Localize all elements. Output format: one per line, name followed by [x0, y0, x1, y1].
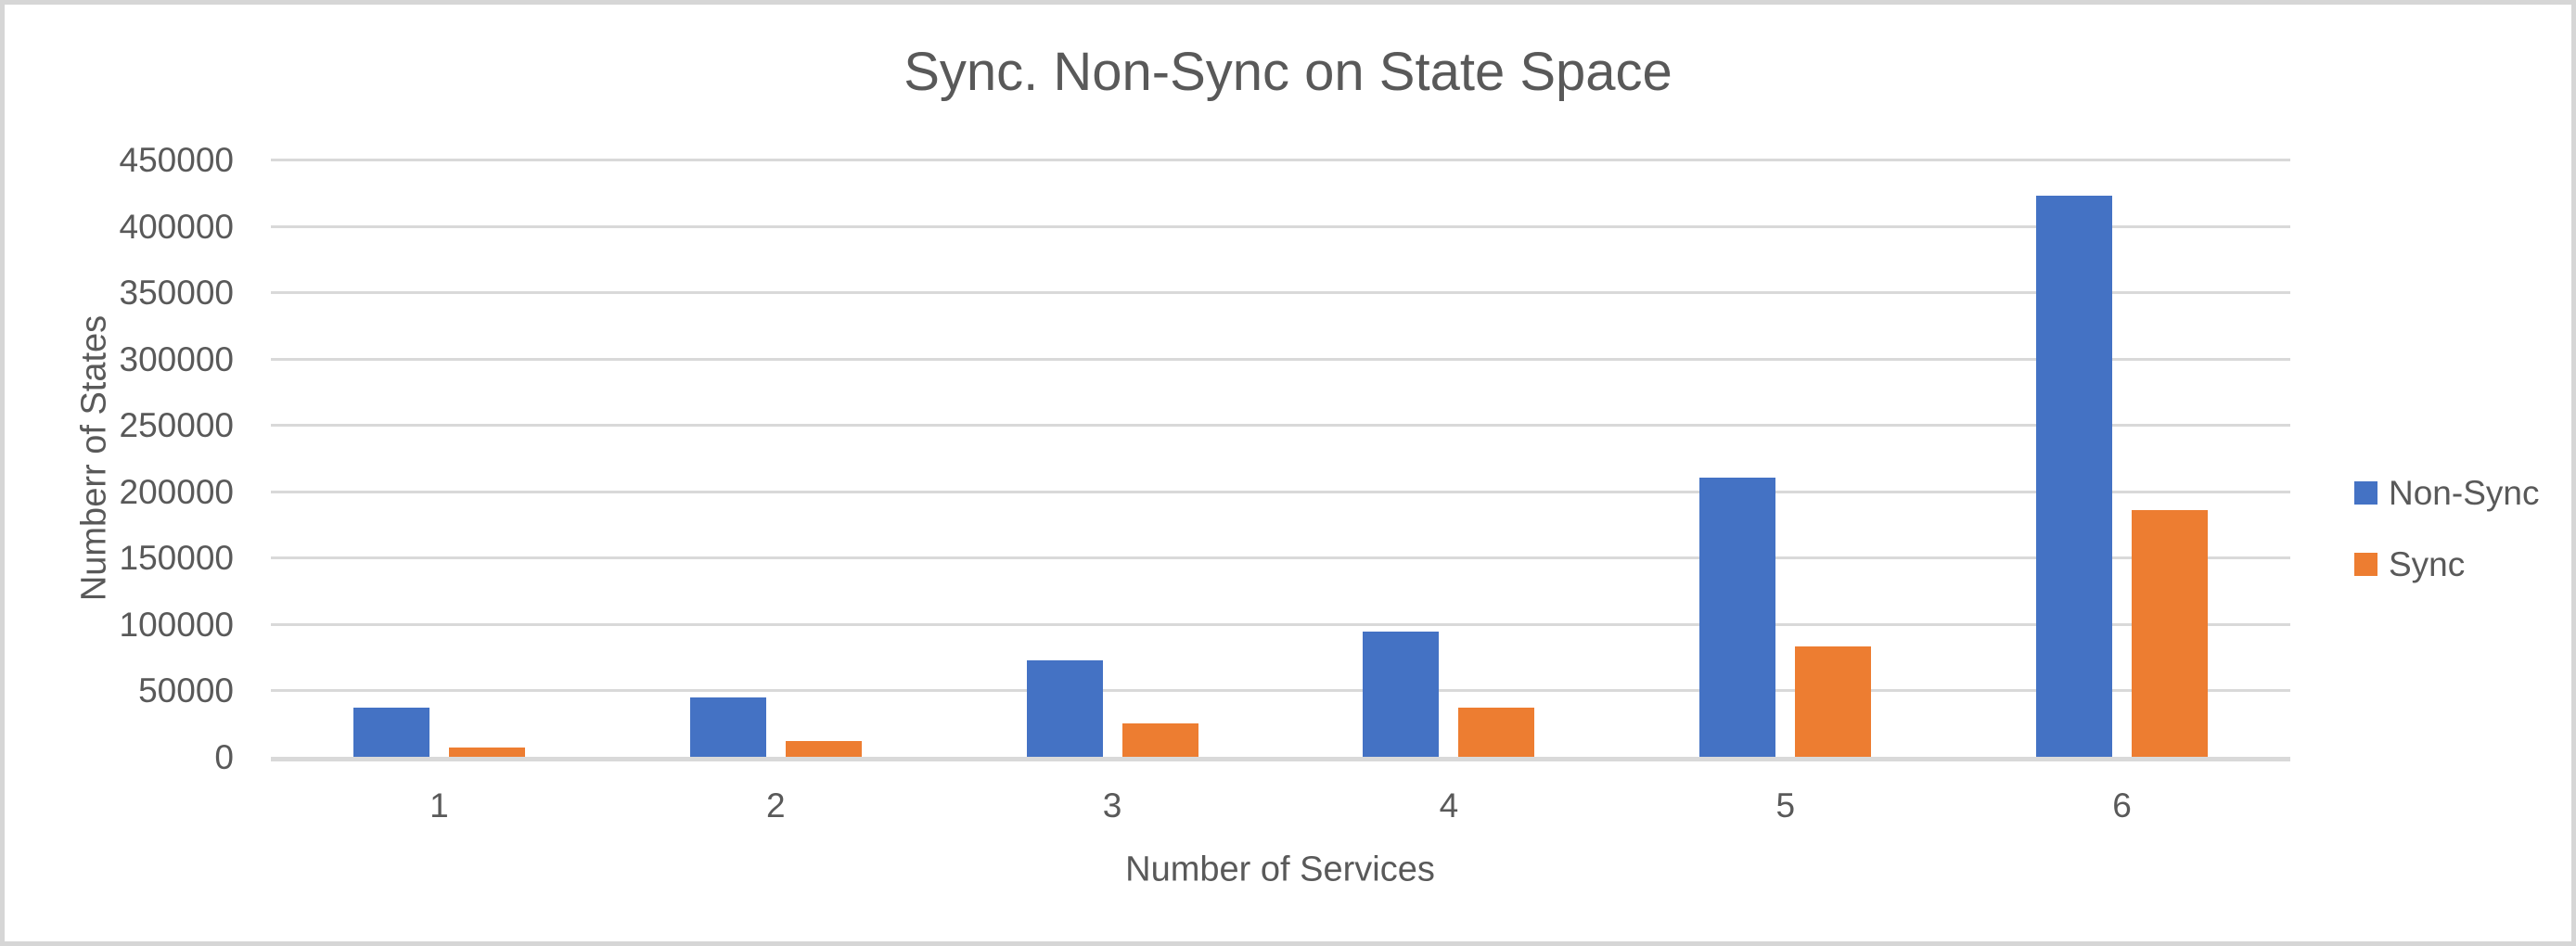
- bar-non-sync-category-5: [1699, 478, 1776, 757]
- x-tick-label: 3: [1102, 786, 1122, 825]
- y-tick-label: 0: [214, 738, 234, 776]
- y-tick-label: 150000: [119, 539, 234, 578]
- legend-entry-sync: Sync: [2354, 547, 2465, 582]
- bar-sync-category-4: [1458, 708, 1535, 757]
- bar-sync-category-5: [1795, 646, 1872, 757]
- gridline: [271, 689, 2290, 693]
- bar-non-sync-category-3: [1026, 659, 1103, 757]
- gridline: [271, 357, 2290, 361]
- bar-non-sync-category-2: [689, 697, 766, 757]
- bar-sync-category-1: [448, 747, 525, 757]
- legend-swatch-non-sync: [2354, 481, 2377, 505]
- x-tick-label: 5: [1775, 786, 1796, 825]
- chart-title: Sync. Non-Sync on State Space: [904, 42, 1672, 102]
- bar-non-sync-category-4: [1363, 632, 1440, 757]
- gridline: [271, 622, 2290, 626]
- bar-sync-category-6: [2132, 509, 2209, 757]
- y-tick-label: 50000: [138, 671, 234, 710]
- legend-label-non-sync: Non-Sync: [2389, 474, 2540, 512]
- x-tick-label: 6: [2112, 786, 2132, 825]
- y-tick-label: 300000: [119, 339, 234, 378]
- bar-sync-category-3: [1121, 723, 1198, 757]
- y-tick-label: 100000: [119, 605, 234, 644]
- bar-sync-category-2: [785, 740, 862, 757]
- gridline: [271, 556, 2290, 560]
- y-tick-label: 200000: [119, 472, 234, 511]
- gridline: [271, 224, 2290, 228]
- legend-label-sync: Sync: [2389, 545, 2466, 583]
- gridline: [271, 424, 2290, 428]
- x-axis-line: [271, 757, 2290, 761]
- x-tick-label: 2: [765, 786, 786, 825]
- x-axis-title: Number of Services: [1125, 850, 1435, 889]
- legend-swatch-sync: [2354, 553, 2377, 576]
- bar-non-sync-category-6: [2036, 195, 2113, 757]
- plot-area: [271, 159, 2290, 761]
- y-tick-label: 350000: [119, 274, 234, 313]
- gridline: [271, 490, 2290, 493]
- x-tick-label: 4: [1439, 786, 1459, 825]
- y-tick-label: 450000: [119, 141, 234, 179]
- y-tick-label: 400000: [119, 207, 234, 246]
- x-tick-label: 1: [429, 786, 449, 825]
- y-tick-label: 250000: [119, 406, 234, 445]
- gridline: [271, 159, 2290, 161]
- bar-non-sync-category-1: [352, 708, 429, 757]
- gridline: [271, 291, 2290, 295]
- legend-entry-non-sync: Non-Sync: [2354, 476, 2539, 510]
